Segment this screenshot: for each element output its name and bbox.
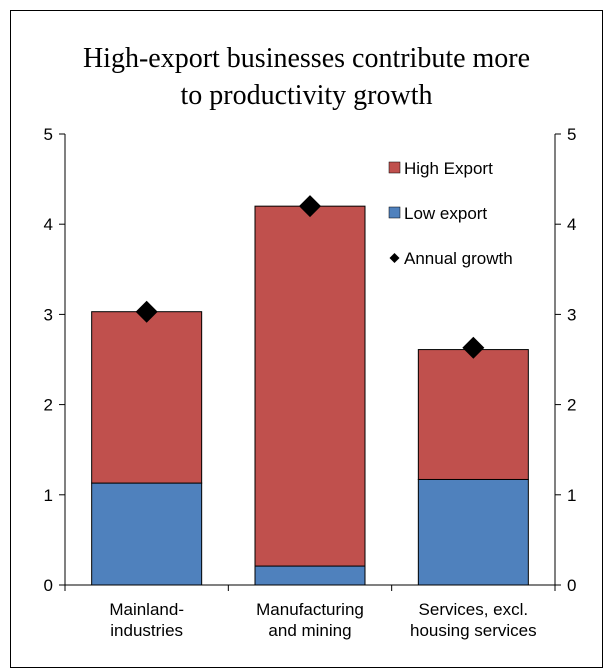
chart-title-line-1: High-export businesses contribute more [82,43,531,74]
legend: High Export Low export Annual growth [388,159,513,268]
x-tick-label-2-0: Services, excl. [419,600,529,619]
y-tick-label-left-2: 2 [44,396,53,415]
axes-layer: 0 0 1 1 2 2 3 3 4 4 5 5 Mainland-industries Manufactu… [44,125,577,640]
y-tick-label-right-0: 0 [567,576,576,595]
bars-layer [91,205,529,586]
x-tick-label-2-1: housing services [410,621,537,640]
y-tick-label-right-4: 4 [567,215,576,234]
y-tick-label-left-1: 1 [44,486,53,505]
markers-layer [135,195,485,359]
bar-low-export-2 [417,478,529,586]
y-tick-label-right-2: 2 [567,396,576,415]
legend-swatch-annual-growth [389,253,400,263]
bar-high-export-2 [417,349,529,480]
y-tick-label-right-5: 5 [567,125,576,144]
chart-title: High-export businesses contribute more t… [10,40,603,114]
marker-annual-growth-2 [462,336,485,359]
bar-low-export-0 [91,482,203,586]
bar-high-export-0 [91,311,203,484]
y-tick-label-right-3: 3 [567,305,576,324]
legend-swatch-low-export [388,206,401,219]
y-tick-label-left-4: 4 [44,215,53,234]
y-tick-label-right-1: 1 [567,486,576,505]
legend-label-annual-growth: Annual growth [404,249,513,268]
x-tick-label-1-0: Manufacturing [256,600,364,619]
legend-swatch-high-export [388,161,401,174]
y-tick-label-left-5: 5 [44,125,53,144]
y-tick-label-left-3: 3 [44,305,53,324]
chart-title-line-2: to productivity growth [180,80,433,111]
legend-label-low-export: Low export [404,204,487,223]
x-tick-label-1-1: and mining [268,621,351,640]
legend-label-high-export: High Export [404,159,493,178]
y-tick-label-left-0: 0 [44,576,53,595]
x-tick-label-0-1: industries [110,621,183,640]
x-tick-label-0-0: Mainland- [109,600,184,619]
marker-annual-growth-1 [299,195,321,218]
bar-high-export-1 [254,205,366,567]
bar-low-export-1 [254,565,366,586]
marker-annual-growth-0 [135,300,158,323]
